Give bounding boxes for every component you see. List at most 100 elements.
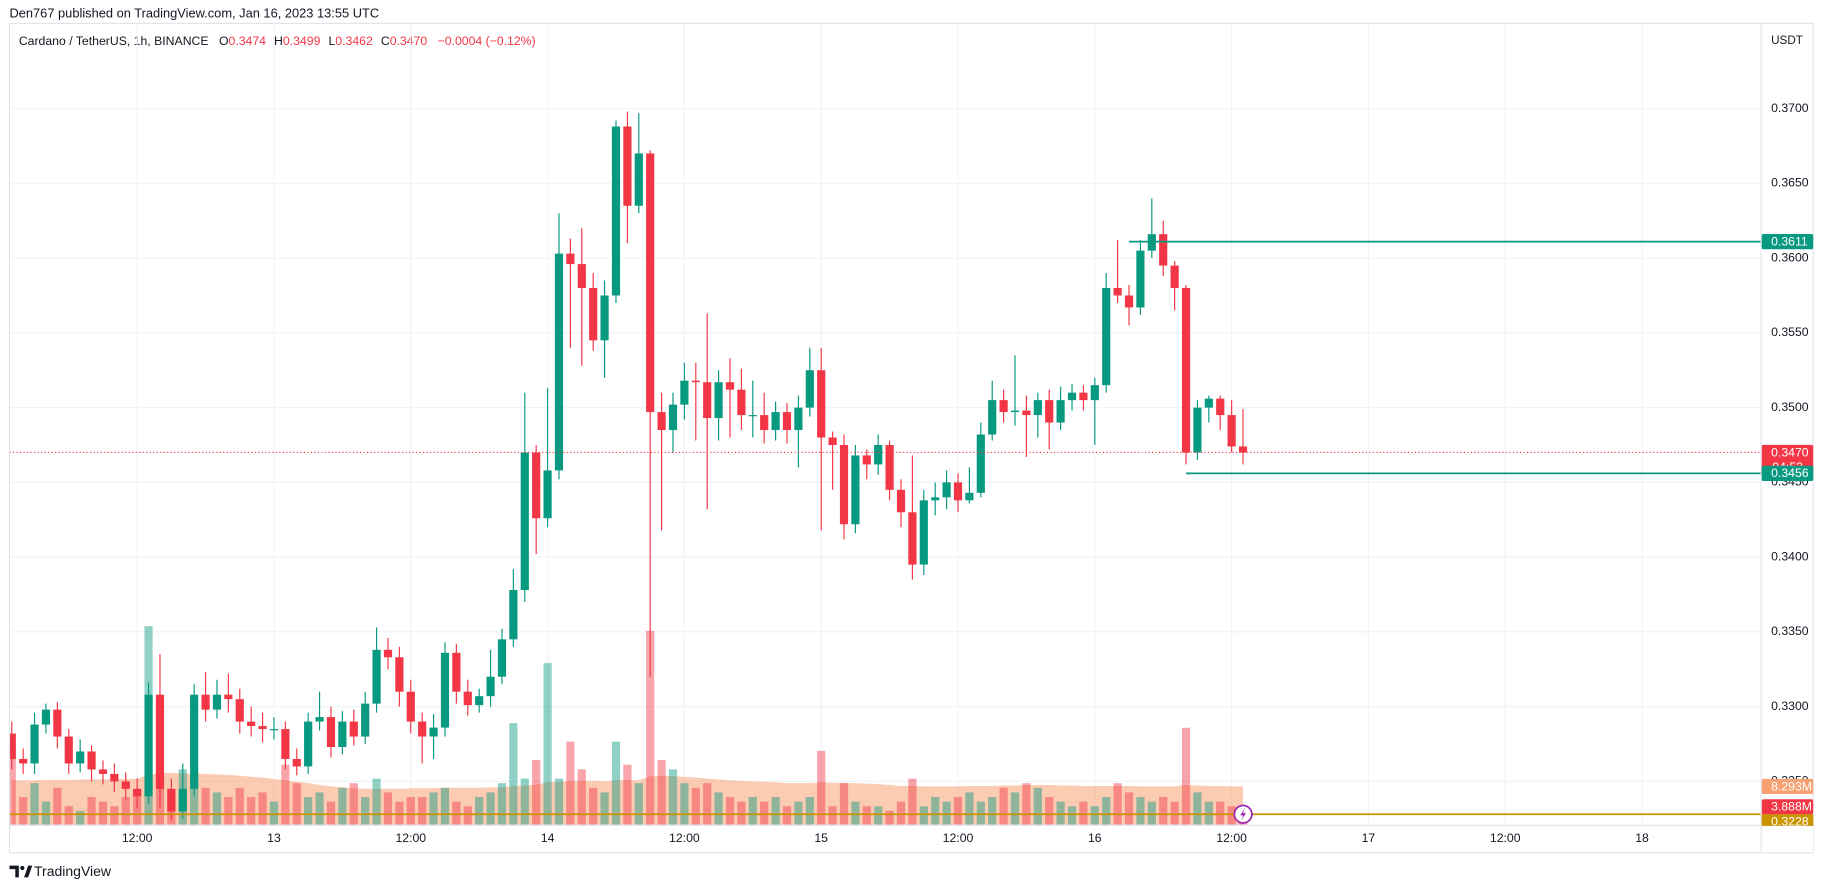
candle-body [976,434,985,493]
candle-body [828,437,837,445]
y-tick-label: 0.3500 [1771,400,1809,414]
footer-logo[interactable]: TradingView [9,863,112,879]
candle-body [1067,392,1077,401]
x-tick-label: 14 [541,831,555,845]
volume-bar [440,787,450,825]
volume-bar [896,801,906,825]
legend-key: H [274,34,283,48]
volume-bar [87,797,96,825]
volume-bar [577,769,586,825]
candle-body [429,727,438,737]
candle-body [440,652,450,728]
alert-icon[interactable] [1233,804,1253,824]
candle-body [418,721,427,737]
alert-box-cover [1761,825,1814,853]
volume-bar [224,797,233,825]
candle-body [1181,288,1191,453]
volume-bar [212,792,222,825]
x-tick-label: 12:00 [122,831,153,845]
volume-bar [646,630,655,825]
volume-bar [520,778,529,825]
volume-bar [862,806,871,825]
candle-body [349,721,358,737]
y-tick-label: 0.3350 [1771,624,1809,638]
volume-bar [383,792,393,825]
legend-value: 0.3470 [390,34,428,48]
candle-body [1193,407,1202,453]
volume-bar [1033,787,1042,825]
volume-bar [634,783,643,825]
price-line-label: 0.3611 [1771,234,1808,248]
candle-body [771,412,780,431]
volume-bar [668,769,678,825]
volume-bar [1010,792,1020,825]
candle-body [87,751,96,770]
candle-body [247,721,256,727]
candle-body [634,153,643,206]
candle-body [269,729,279,731]
legend-key: C [381,34,390,48]
volume-bar [1136,797,1145,825]
candle-body [292,758,301,767]
candle-body [315,717,324,722]
candle-body [1136,250,1145,308]
x-tick-label: 17 [1362,831,1376,845]
candle-body [714,382,723,419]
volume-bar [1090,806,1099,825]
candle-body [281,729,290,759]
candle-body [110,773,119,782]
candle-body [1033,400,1042,416]
candle-body [1159,234,1168,266]
volume-bar [760,801,769,825]
volume-bar [691,787,700,825]
candle-body [782,412,792,431]
last-price-label: 0.3470 [1771,445,1809,459]
volume-marker-box [1761,778,1814,795]
candle-body [383,649,393,658]
candle-body [395,657,404,692]
candle-body [497,639,507,677]
candle-body [258,726,267,730]
candle-body [520,452,529,591]
candle-body [862,455,871,465]
volume-bar [235,787,244,825]
candle-body [178,788,187,812]
candle-body [965,492,974,501]
candle-body [737,389,746,416]
candle-body [361,703,370,737]
candle-body [452,652,461,692]
volume-bar [543,663,552,825]
candle-body [30,724,39,764]
volume-bar [714,792,723,825]
candle-body [235,699,244,722]
volume-bar [600,792,609,825]
candle-body [851,455,860,525]
volume-bar [64,806,73,825]
volume-marker-box [1761,799,1814,815]
volume-bar [976,801,985,825]
candle-body [703,382,712,419]
volume-marker-label: 8.293M [1771,779,1812,793]
candle-body [1238,446,1248,453]
plot-area [9,111,1761,825]
candle-body [133,788,142,797]
y-tick-label: 0.3300 [1771,699,1809,713]
candle-body [1010,410,1020,413]
volume-bar [110,806,119,825]
candle-body [212,694,222,710]
volume-bar [395,801,404,825]
y-tick-label: 0.3550 [1771,325,1809,339]
y-tick-label: 0.3600 [1771,250,1809,264]
footer-brand[interactable]: TradingView [34,863,112,879]
publish-caption: Den767 published on TradingView.com, Jan… [9,5,379,20]
volume-bar [680,783,689,825]
volume-bar [19,797,28,825]
symbol: Cardano / TetherUS, 1h, BINANCE [19,34,209,48]
volume-bar [1147,801,1156,825]
volume-bar [1124,792,1134,825]
volume-bar [326,801,336,825]
x-tick-label: 16 [1088,831,1102,845]
candle-body [372,649,381,704]
x-tick-label: 13 [267,831,281,845]
